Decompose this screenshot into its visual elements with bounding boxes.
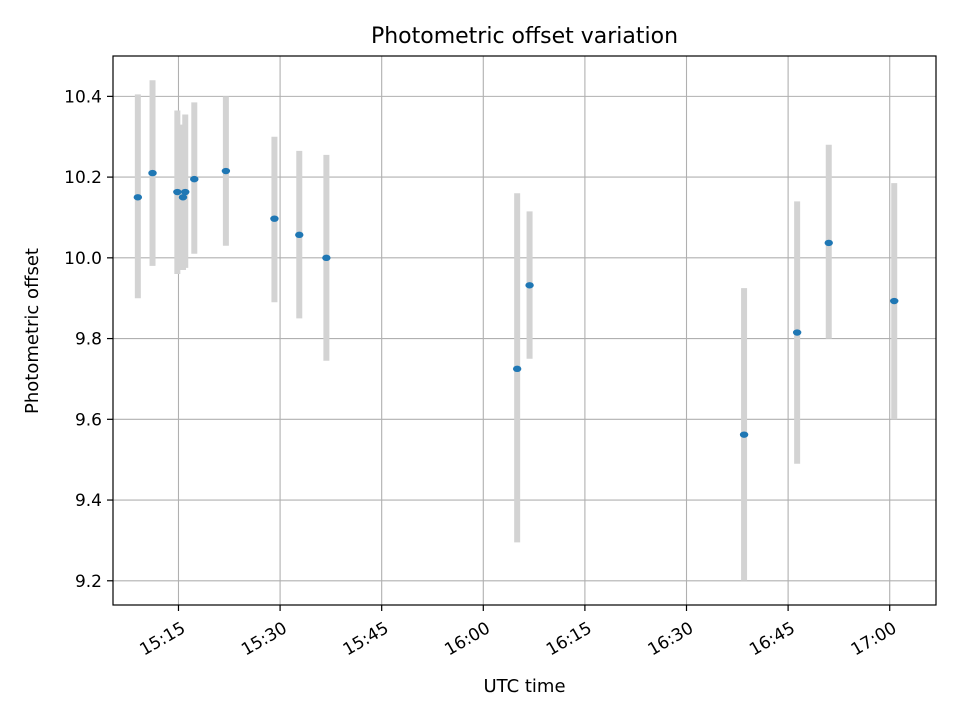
- x-tick-label: 17:00: [848, 618, 900, 660]
- data-point: [890, 297, 899, 305]
- y-axis-label: Photometric offset: [22, 248, 43, 414]
- y-tick-label: 9.2: [75, 572, 102, 592]
- data-point: [824, 239, 833, 247]
- marker-layer: [133, 167, 899, 438]
- data-point: [181, 188, 190, 196]
- x-axis-label: UTC time: [483, 676, 565, 697]
- data-point: [173, 188, 182, 196]
- grid-layer: [113, 56, 936, 605]
- data-point: [270, 215, 279, 222]
- y-tick-label: 10.0: [64, 249, 102, 269]
- x-tick-label: 15:15: [137, 618, 189, 660]
- data-point: [512, 365, 522, 373]
- y-tick-label: 10.2: [64, 168, 102, 188]
- data-point: [322, 254, 331, 262]
- y-axis: 9.2 9.4 9.6 9.8 10.0 10.2 10.4: [64, 87, 113, 592]
- x-tick-label: 15:30: [238, 618, 290, 660]
- y-tick-label: 9.8: [75, 330, 102, 350]
- x-tick-label: 16:45: [746, 618, 798, 660]
- data-point: [178, 194, 188, 201]
- x-tick-label: 16:30: [645, 618, 697, 660]
- data-point: [792, 329, 802, 336]
- data-point: [133, 194, 143, 201]
- plot-frame: [112, 55, 937, 606]
- errorbar-layer: [134, 80, 898, 581]
- y-tick-label: 9.4: [75, 491, 102, 511]
- x-tick-label: 15:45: [340, 618, 392, 660]
- data-point: [148, 169, 157, 177]
- x-tick-label: 16:00: [441, 618, 493, 660]
- data-point: [525, 282, 534, 289]
- data-point: [221, 167, 231, 175]
- y-tick-label: 9.6: [75, 410, 102, 430]
- data-point: [190, 175, 199, 183]
- x-axis: 15:15 15:30 15:45 16:00 16:15 16:30 16:45 17:00: [137, 605, 900, 660]
- data-point: [295, 231, 304, 239]
- x-tick-label: 16:15: [543, 618, 595, 660]
- data-point: [739, 431, 749, 438]
- chart-title: Photometric offset variation: [371, 24, 678, 49]
- y-tick-label: 10.4: [64, 87, 102, 107]
